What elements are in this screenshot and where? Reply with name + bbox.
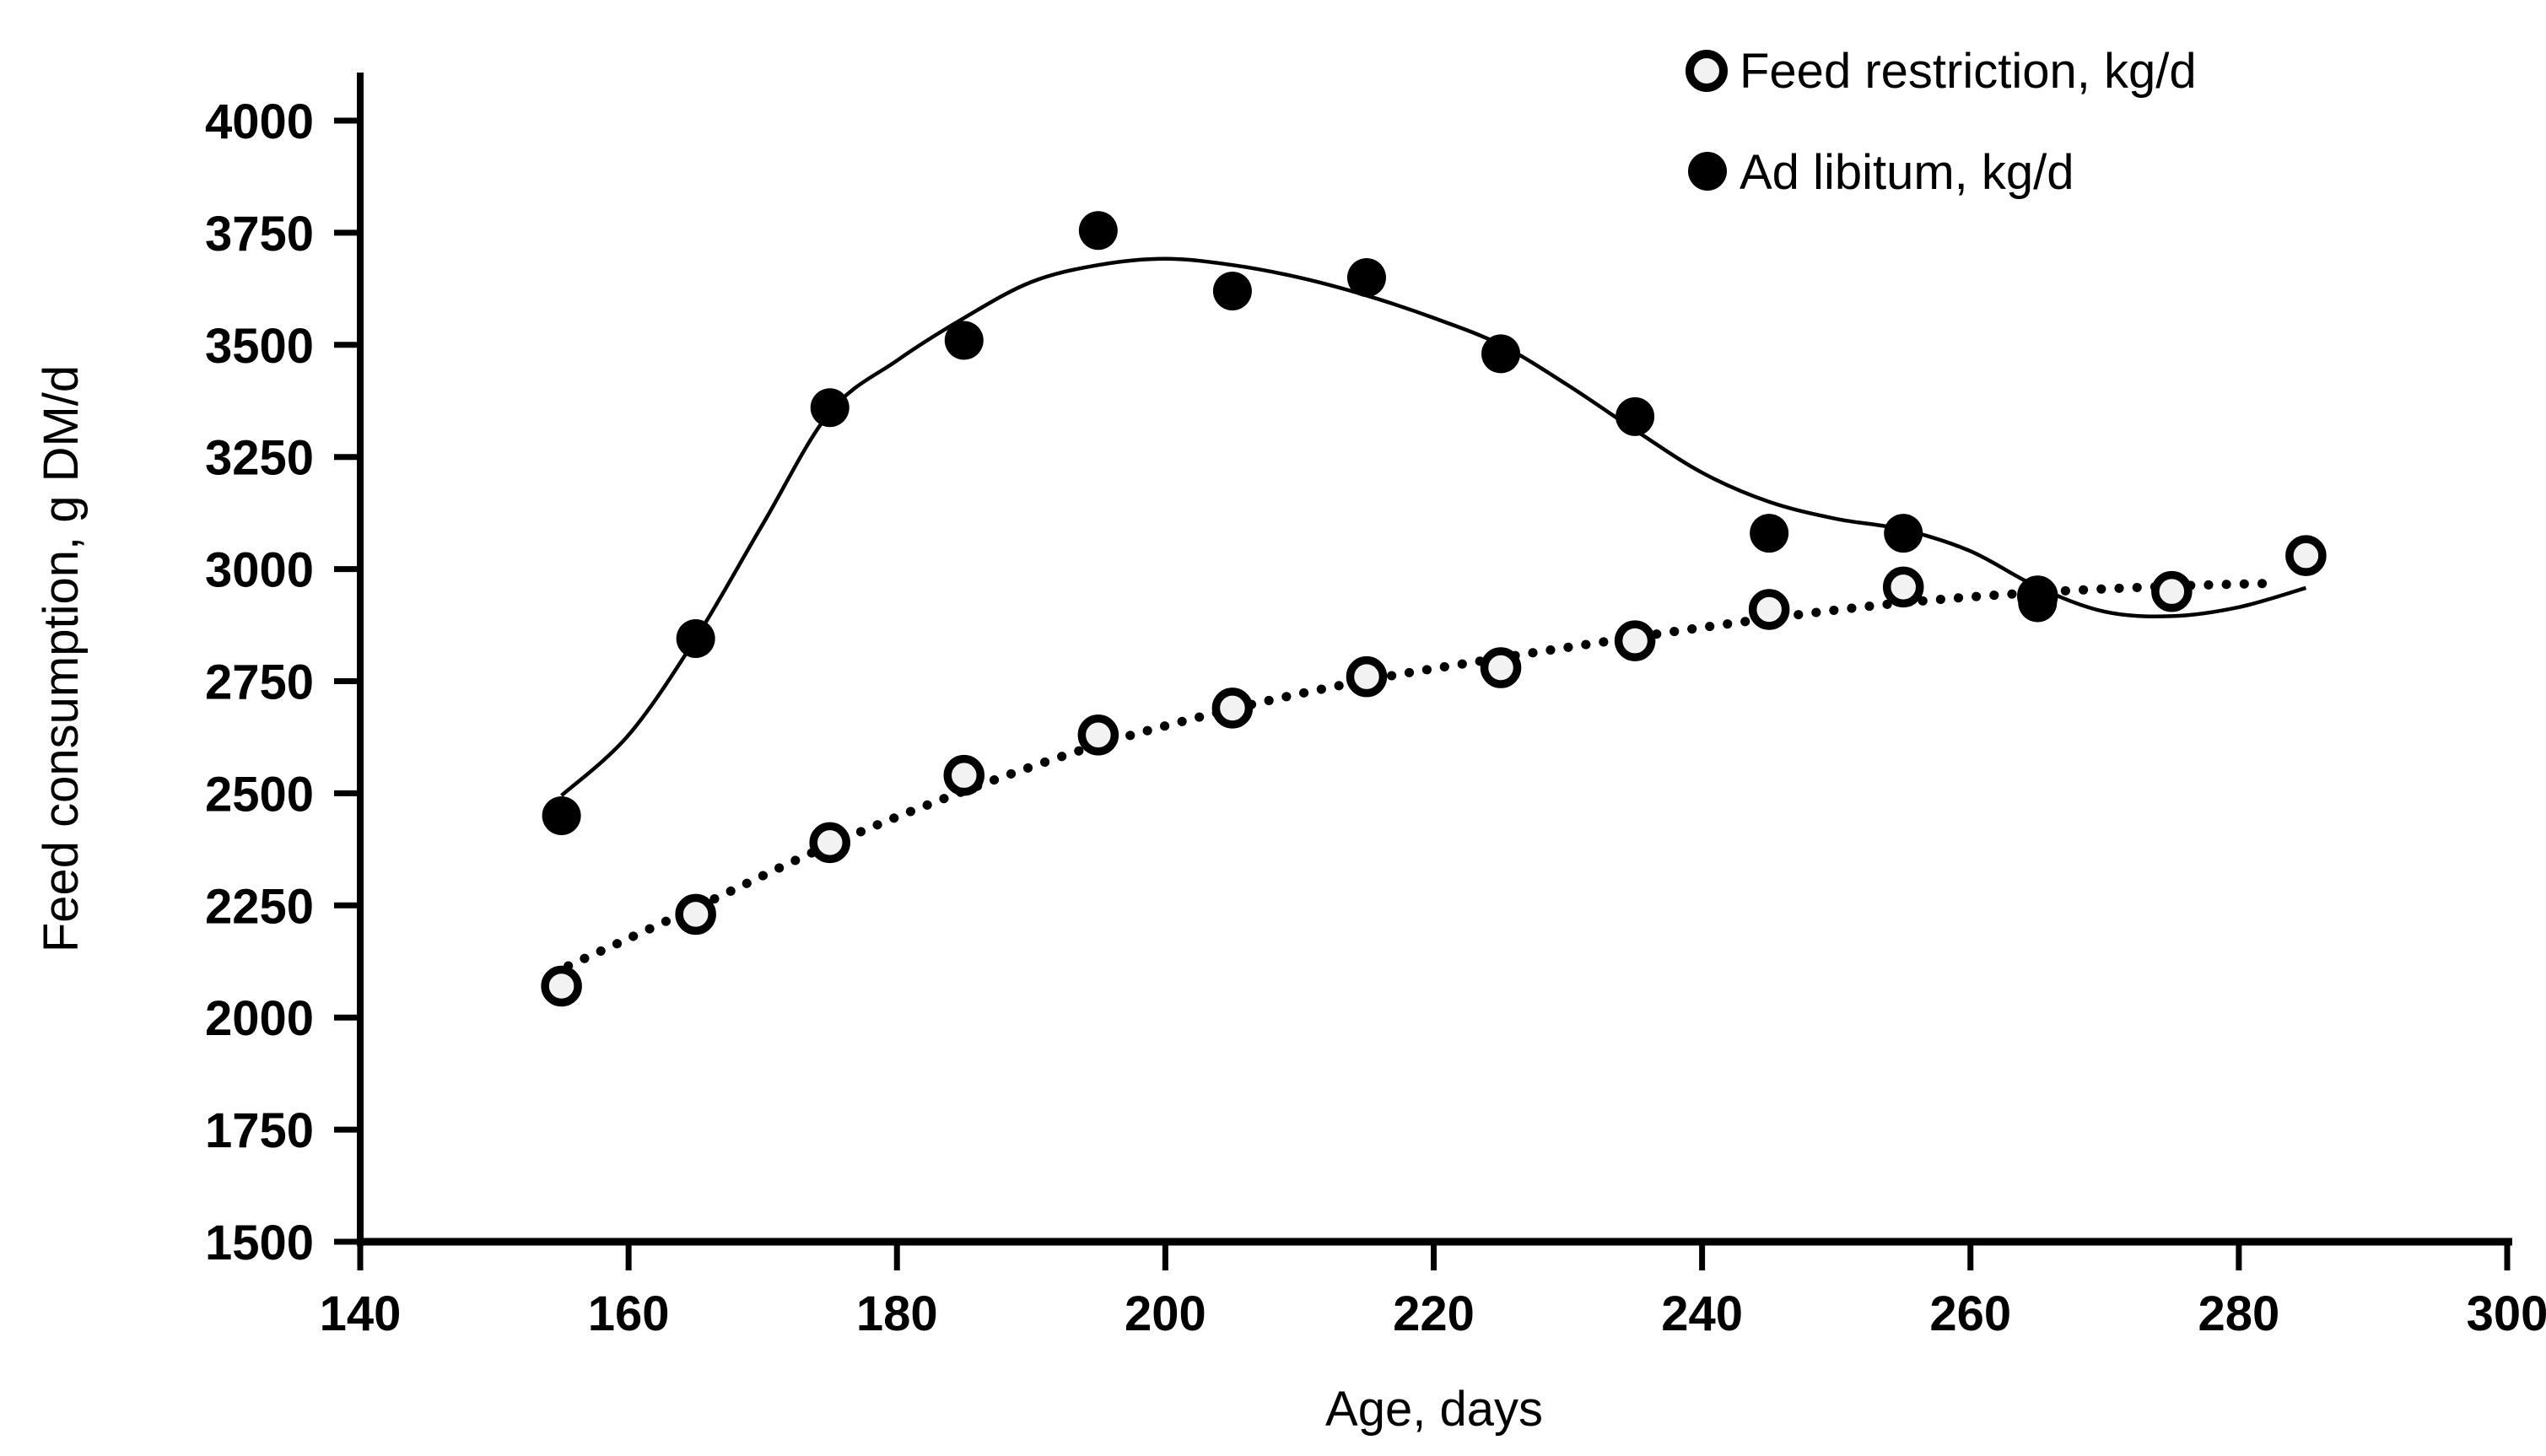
data-point-ad-libitum (1212, 272, 1252, 311)
data-point-ad-libitum (2018, 583, 2058, 623)
x-tick-label: 180 (856, 1286, 938, 1341)
x-tick-label: 200 (1125, 1286, 1206, 1341)
trendline-feed-restriction-dotted (564, 579, 2271, 971)
y-tick-label: 2500 (205, 767, 314, 822)
data-point-feed-restriction (809, 822, 850, 864)
data-point-ad-libitum (1078, 211, 1118, 251)
y-tick-label: 1750 (205, 1103, 314, 1158)
x-axis-title: Age, days (1325, 1382, 1543, 1437)
x-tick-label: 160 (588, 1286, 670, 1341)
axes-layer (334, 73, 2512, 1270)
data-point-ad-libitum (810, 388, 850, 428)
trend-curves-layer (560, 256, 2307, 971)
data-point-feed-restriction (943, 754, 985, 796)
data-point-ad-libitum (1616, 396, 1655, 436)
data-point-ad-libitum (676, 618, 715, 658)
x-tick-label: 280 (2198, 1286, 2279, 1341)
legend: Feed restriction, kg/d Ad libitum, kg/d (1686, 44, 2197, 200)
y-tick-label: 3000 (205, 543, 314, 598)
data-point-feed-restriction (2285, 535, 2327, 576)
filled-circle-legend-icon (1688, 152, 1727, 191)
tick-labels-layer: 1500 1750 2000 2250 2500 2750 3000 3250 3500 3750… (205, 94, 2546, 1341)
open-circle-legend-icon (1686, 50, 1728, 92)
data-point-ad-libitum (1884, 514, 1923, 553)
data-point-feed-restriction (1882, 566, 1924, 608)
data-point-feed-restriction (1748, 589, 1790, 630)
y-tick-label: 2000 (205, 991, 314, 1046)
x-tick-label: 240 (1661, 1286, 1743, 1341)
legend-label-feed-restriction: Feed restriction, kg/d (1740, 44, 2197, 99)
y-tick-label: 2250 (205, 879, 314, 934)
legend-item-feed-restriction: Feed restriction, kg/d (1686, 44, 2197, 99)
legend-label-ad-libitum: Ad libitum, kg/d (1740, 145, 2074, 200)
data-point-feed-restriction (1211, 688, 1254, 729)
data-point-feed-restriction (1077, 715, 1119, 756)
data-points-layer (541, 211, 2327, 1007)
data-point-feed-restriction (2151, 570, 2193, 612)
data-point-ad-libitum (1750, 514, 1789, 553)
x-tick-label: 260 (1929, 1286, 2011, 1341)
data-point-feed-restriction (1346, 655, 1388, 698)
y-tick-label: 3250 (205, 431, 314, 486)
y-axis-title: Feed consumption, g DM/d (34, 365, 89, 952)
y-tick-label: 4000 (205, 94, 314, 149)
data-point-feed-restriction (1614, 620, 1656, 661)
trendline-ad-libitum-solid (560, 256, 2307, 797)
data-point-feed-restriction (541, 965, 582, 1007)
legend-item-ad-libitum: Ad libitum, kg/d (1688, 145, 2074, 200)
y-tick-label: 1500 (205, 1216, 314, 1270)
data-point-ad-libitum (1346, 258, 1386, 298)
x-tick-label: 220 (1393, 1286, 1475, 1341)
y-tick-label: 3750 (205, 207, 314, 262)
data-point-ad-libitum (944, 321, 984, 360)
data-point-feed-restriction (675, 893, 716, 936)
data-point-ad-libitum (1481, 334, 1521, 374)
x-tick-label: 140 (320, 1286, 402, 1341)
y-tick-label: 2750 (205, 655, 314, 710)
x-tick-label: 300 (2467, 1286, 2546, 1341)
y-tick-label: 3500 (205, 319, 314, 374)
data-point-ad-libitum (542, 795, 581, 835)
data-point-feed-restriction (1480, 647, 1522, 688)
